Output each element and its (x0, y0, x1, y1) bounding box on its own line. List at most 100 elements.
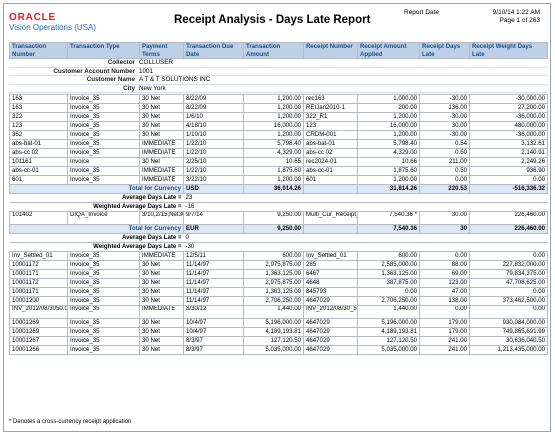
cell-transaction-type: Invoice_35 (67, 139, 140, 149)
cell-receipt-days-late: 0.00 (419, 175, 470, 185)
cell-transaction-amount: 1,200.00 (243, 103, 304, 113)
average-value: 23 (183, 193, 244, 203)
cell-transaction-amount: 5,035,000.00 (243, 345, 304, 355)
customer-info-row: Customer Name A T & T SOLUTIONS INC (9, 76, 547, 85)
average-label: Average Days Late = (9, 233, 184, 243)
report-rows: 163 Invoice_35 30 Net 8/22/09 1,200.00 rec163… (9, 94, 548, 355)
cell-receipt-days-late: 30.00 (419, 211, 470, 225)
average-value: 0 (183, 233, 244, 243)
cell-transaction-type: Invoice_35 (67, 327, 140, 337)
column-header-row: Transaction Number Transaction Type Paym… (9, 42, 548, 59)
cell-receipt-amount-applied: 0.00 (357, 287, 420, 297)
page-indicator: Page 1 of 263 (499, 17, 540, 24)
cell-due-date: 11/14/97 (183, 296, 244, 306)
cell-transaction-type: Invoice_35 (67, 278, 140, 288)
cell-transaction-number: 163 (9, 94, 68, 104)
info-label: City (123, 84, 135, 92)
cell-payment-terms: 30 Net (139, 296, 184, 306)
cell-receipt-weight-days-late: 227,832,000.00 (469, 260, 548, 270)
cell-due-date: 11/14/97 (183, 278, 244, 288)
cell-payment-terms: IMMEDIATE (139, 251, 184, 261)
cell-payment-terms: IMMEDIATE (139, 175, 184, 185)
cell-transaction-amount: 5,196,000.00 (243, 318, 304, 328)
table-row: abs-bat-01 Invoice_35 IMMEDIATE 1/22/10 5,79… (9, 139, 548, 149)
cell-transaction-amount: 10.65 (243, 157, 304, 167)
total-spacer (303, 184, 358, 194)
cell-receipt-weight-days-late: 936.90 (469, 166, 548, 176)
table-row: 10001171 Invoice_35 30 Net 11/14/97 1,363,12… (9, 287, 548, 297)
cell-due-date: 8/22/09 (183, 103, 244, 113)
report-date-block: 9/10/14 1:22 AM Page 1 of 263 (493, 9, 540, 25)
cell-receipt-days-late: 211.00 (419, 157, 470, 167)
table-row: 10001171 Invoice_35 30 Net 11/14/97 1,363,12… (9, 269, 548, 279)
table-row: 10001267 Invoice_35 30 Net 8/3/97 127,120.50… (9, 336, 548, 346)
cell-receipt-days-late: 88.00 (419, 260, 470, 270)
cell-transaction-number: 10001267 (9, 336, 68, 346)
column-header-table: Transaction Number Transaction Type Paym… (9, 42, 548, 59)
cell-transaction-number: 10001171 (9, 269, 68, 279)
cell-transaction-type: Invoice_35 (67, 345, 140, 355)
cell-receipt-number: 4648 (303, 278, 358, 288)
cell-transaction-number: 123 (9, 121, 68, 131)
cell-transaction-number: 362 (9, 130, 68, 140)
cell-receipt-days-late: -30.00 (419, 112, 470, 122)
cell-transaction-amount: 16,000.00 (243, 121, 304, 131)
cell-transaction-number: 10001200 (9, 296, 68, 306)
cell-receipt-days-late: 241.00 (419, 336, 470, 346)
cell-due-date: 4/18/10 (183, 121, 244, 131)
cell-transaction-amount: 127,120.50 (243, 336, 304, 346)
total-weight-days-late: 226,460.00 (469, 224, 548, 234)
average-spacer (243, 242, 548, 252)
info-label: Collector (107, 59, 135, 66)
cell-receipt-amount-applied: 200.00 (357, 103, 420, 113)
info-value: New York (139, 84, 166, 92)
cell-receipt-weight-days-late: 30,636,040.50 (469, 336, 548, 346)
cell-transaction-type: Invoice_35 (67, 166, 140, 176)
cell-receipt-days-late: 0.54 (419, 139, 470, 149)
cell-transaction-number: abs-cc-01 (9, 166, 68, 176)
cell-receipt-amount-applied: 1,875.60 (357, 166, 420, 176)
cell-receipt-number: CRDM-001 (303, 130, 358, 140)
average-spacer (243, 193, 548, 203)
organization-name: Vision Operations (USA) (9, 23, 96, 32)
cell-due-date: 10/4/97 (183, 327, 244, 337)
cell-receipt-amount-applied: 387,875.00 (357, 278, 420, 288)
cell-transaction-type: Invoice_35 (67, 148, 140, 158)
table-row: 101402 DIQA_Invoice 3/10,2/15,Net30 9/7/14 9… (9, 211, 548, 225)
total-amount-applied: 7,540.36 (357, 224, 420, 234)
cell-receipt-days-late: 0.00 (419, 251, 470, 261)
cell-due-date: 1/22/10 (183, 166, 244, 176)
cell-payment-terms: 30 Net (139, 121, 184, 131)
cell-payment-terms: IMMEDIATE (139, 305, 184, 319)
total-weight-days-late: -516,336.32 (469, 184, 548, 194)
cell-payment-terms: IMMEDIATE (139, 139, 184, 149)
cell-receipt-days-late: 47.00 (419, 287, 470, 297)
customer-info-row: Collector COLLUSER (9, 59, 547, 68)
table-row: 10001172 Invoice_35 30 Net 11/14/97 2,975,87… (9, 278, 548, 288)
average-row: Average Days Late = 23 (9, 193, 548, 203)
cell-transaction-number: 10001172 (9, 278, 68, 288)
cell-payment-terms: 30 Net (139, 287, 184, 297)
cell-receipt-amount-applied: 10.66 (357, 157, 420, 167)
table-row: abs-cc 02 Invoice_35 IMMEDIATE 1/22/10 4,329… (9, 148, 548, 158)
cell-payment-terms: 30 Net (139, 260, 184, 270)
cell-receipt-amount-applied: 16,000.00 (357, 121, 420, 131)
cell-due-date: 1/22/10 (183, 148, 244, 158)
cell-receipt-amount-applied: 2,706,250.00 (357, 296, 420, 306)
customer-info-row: Customer Account Number 1001 (9, 68, 547, 76)
cell-payment-terms: IMMEDIATE (139, 166, 184, 176)
col-receipt-days-late: Receipt Days Late (419, 42, 470, 59)
report-page: ORACLE Vision Operations (USA) Receipt A… (3, 3, 551, 432)
table-row: abs-cc-01 Invoice_35 IMMEDIATE 1/22/10 1,875… (9, 166, 548, 176)
col-payment-terms: Payment Terms (139, 42, 184, 59)
cell-due-date: 8/3/97 (183, 336, 244, 346)
oracle-logo: ORACLE (9, 12, 57, 23)
cell-due-date: 11/14/97 (183, 269, 244, 279)
cell-receipt-days-late: 123.00 (419, 278, 470, 288)
average-label: Weighted Average Days Late = (9, 242, 184, 252)
cell-transaction-type: Invoice_35 (67, 112, 140, 122)
cell-receipt-weight-days-late: 79,834,375.00 (469, 269, 548, 279)
currency-total-row: Total for Currency EUR 9,250.00 7,540.36 30 2… (9, 224, 548, 234)
total-days-late: 30 (419, 224, 470, 234)
cell-due-date: 11/14/97 (183, 287, 244, 297)
